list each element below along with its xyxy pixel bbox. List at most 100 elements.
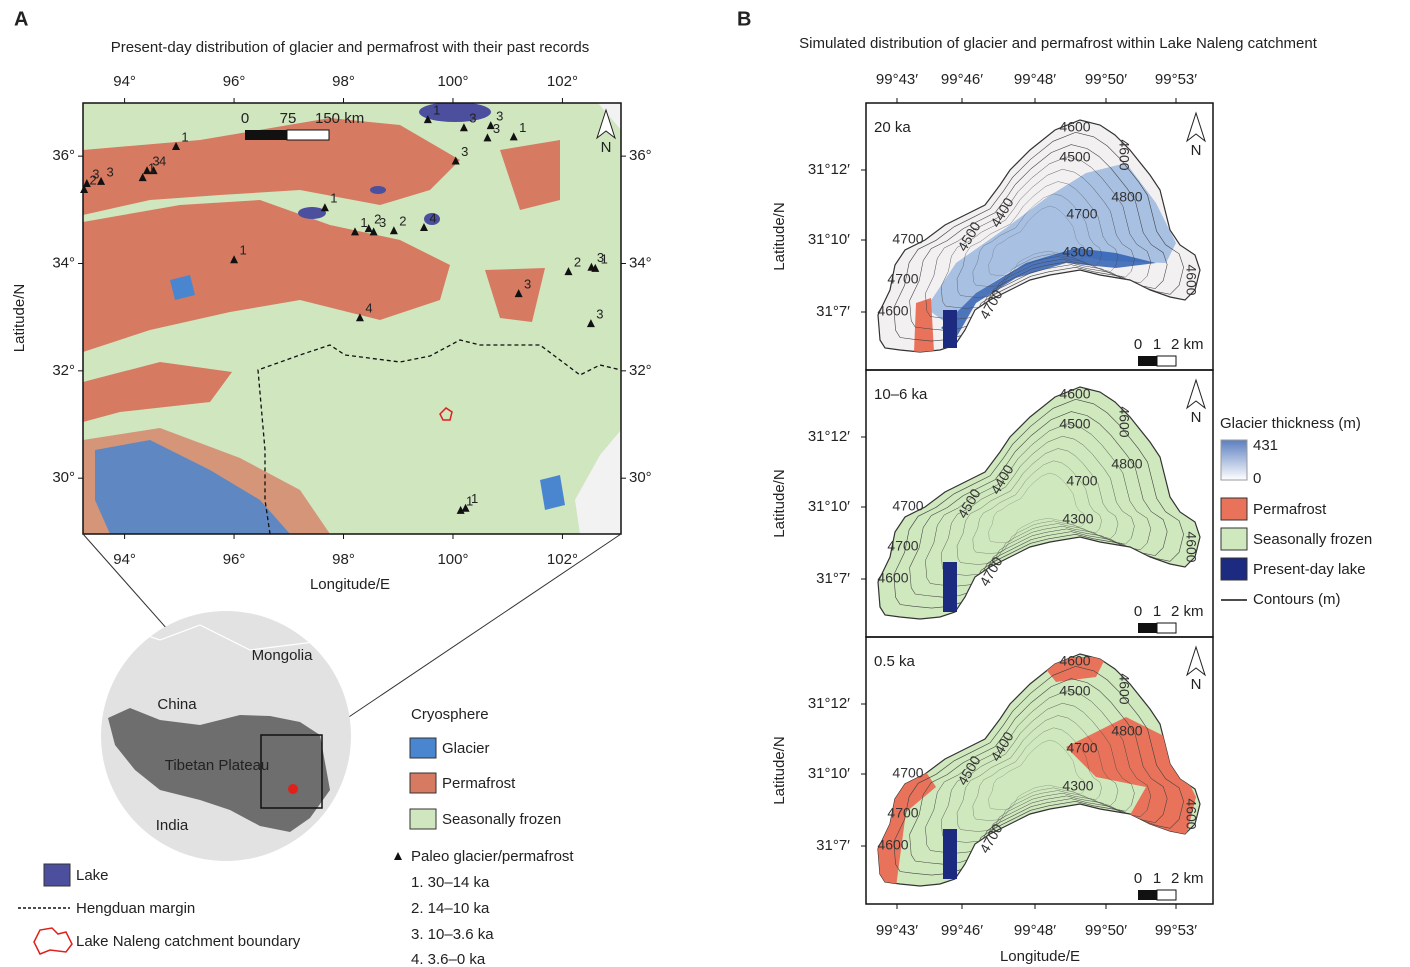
contour-label: 4800 (1111, 456, 1142, 472)
panel-letter: B (737, 8, 751, 30)
site-label: 2 (89, 172, 96, 187)
x-tick-label: 100° (437, 73, 468, 90)
contour-label: 4600 (1059, 653, 1090, 669)
contour-label: 4600 (1059, 119, 1090, 135)
panel-title: Present-day distribution of glacier and … (111, 39, 590, 56)
place-label: China (157, 696, 197, 713)
site-label: 4 (429, 210, 436, 225)
legend-title: Glacier thickness (m) (1220, 415, 1361, 432)
contour-label: 4600 (877, 303, 908, 319)
contour-label: 4700 (1066, 473, 1097, 489)
x-tick-label: 99°53′ (1155, 922, 1197, 939)
x-axis-label: Longitude/E (310, 576, 390, 593)
y-tick-label: 30° (52, 469, 75, 486)
north-label: N (1191, 142, 1202, 159)
x-tick-label: 94° (113, 551, 136, 568)
legend-swatch (1221, 528, 1247, 550)
site-label: 2 (374, 212, 381, 227)
legend-label: 4. 3.6–0 ka (411, 951, 486, 967)
site-label: 1 (433, 103, 440, 118)
legend-label: Contours (m) (1253, 591, 1341, 608)
x-tick-label: 99°53′ (1155, 71, 1197, 88)
x-tick-label: 102° (547, 551, 578, 568)
legend-label: Glacier (442, 740, 490, 757)
y-tick-label: 31°12′ (808, 161, 850, 178)
x-tick-label: 100° (437, 551, 468, 568)
x-tick-label: 99°46′ (941, 922, 983, 939)
scale-bar (287, 130, 329, 140)
legend-label: Lake Naleng catchment boundary (76, 933, 301, 950)
scale-label: 1 (1153, 336, 1161, 353)
y-tick-label: 31°12′ (808, 695, 850, 712)
site-label: 3 (461, 144, 468, 159)
x-axis-label: Longitude/E (1000, 948, 1080, 965)
scale-label: 2 km (1171, 336, 1204, 353)
site-label: 4 (159, 154, 166, 169)
lake-naleng-location (288, 784, 298, 794)
site-label: 3 (469, 111, 476, 126)
scale-bar (245, 130, 287, 140)
legend-label: Permafrost (442, 775, 516, 792)
x-tick-label: 96° (223, 551, 246, 568)
contour-label: 4700 (892, 231, 923, 247)
place-label: India (156, 817, 189, 834)
scale-label: 0 (1134, 870, 1142, 887)
colorbar-label: 431 (1253, 437, 1278, 454)
permafrost-area (914, 298, 934, 352)
x-tick-label: 102° (547, 73, 578, 90)
contour-label: 4600 (1116, 406, 1132, 437)
x-tick-label: 99°50′ (1085, 922, 1127, 939)
site-label: 2 (574, 255, 581, 270)
legend-swatch (410, 738, 436, 758)
x-tick-label: 99°46′ (941, 71, 983, 88)
panel-label: 20 ka (874, 119, 911, 136)
x-tick-label: 99°43′ (876, 71, 918, 88)
legend-triangle (394, 852, 402, 860)
contour-label: 4800 (1111, 723, 1142, 739)
x-tick-label: 96° (223, 73, 246, 90)
site-label: 1 (239, 243, 246, 258)
figure: A Present-day distribution of glacier an… (0, 0, 1410, 967)
contour-label: 4600 (1183, 798, 1199, 829)
contour-label: 4300 (1062, 511, 1093, 527)
legend-swatch (44, 864, 70, 886)
y-tick-label: 30° (629, 469, 652, 486)
scale-bar (1157, 890, 1176, 900)
scale-bar (1138, 890, 1157, 900)
y-tick-label: 31°7′ (816, 570, 850, 587)
contour-label: 4600 (1183, 531, 1199, 562)
y-tick-label: 34° (52, 254, 75, 271)
zoom-line (322, 534, 621, 735)
north-label: N (1191, 409, 1202, 426)
scale-bar (1138, 356, 1157, 366)
place-label: Mongolia (252, 647, 314, 664)
x-tick-label: 94° (113, 73, 136, 90)
contour-label: 4700 (887, 538, 918, 554)
contour-label: 4600 (1116, 139, 1132, 170)
map-b: 99°43′99°43′99°46′99°46′99°48′99°48′99°5… (771, 71, 1213, 939)
contour-label: 4600 (877, 570, 908, 586)
y-tick-label: 31°12′ (808, 428, 850, 445)
panel-label: 10–6 ka (874, 386, 928, 403)
contour-label: 4600 (1116, 673, 1132, 704)
site-label: 1 (519, 120, 526, 135)
y-tick-label: 31°10′ (808, 231, 850, 248)
x-tick-label: 99°50′ (1085, 71, 1127, 88)
scale-label: 1 (1153, 603, 1161, 620)
y-axis-label: Latitude/N (771, 202, 788, 270)
site-label: 4 (365, 301, 372, 316)
north-label: N (601, 139, 612, 156)
x-tick-label: 99°48′ (1014, 922, 1056, 939)
site-label: 3 (493, 121, 500, 136)
legend-label: Permafrost (1253, 501, 1327, 518)
legend-label: Seasonally frozen (442, 811, 561, 828)
scale-bar (1157, 623, 1176, 633)
north-arrow (1187, 380, 1205, 408)
legend-swatch (1221, 558, 1247, 580)
present-day-lake (943, 562, 957, 612)
contour-label: 4700 (1066, 740, 1097, 756)
y-axis-label: Latitude/N (11, 284, 28, 352)
contour-label: 4600 (877, 837, 908, 853)
legend-label: Hengduan margin (76, 900, 195, 917)
legend-label: 3. 10–3.6 ka (411, 926, 494, 943)
